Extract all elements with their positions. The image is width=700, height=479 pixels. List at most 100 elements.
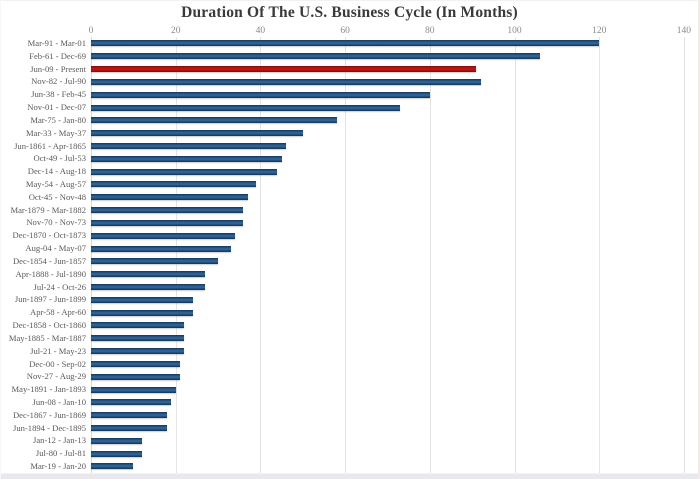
bar <box>91 142 286 149</box>
bar-row: Jan-12 - Jan-13 <box>1 434 698 447</box>
bar <box>91 207 244 214</box>
bar <box>91 104 401 111</box>
bar-row: Apr-1888 - Jul-1890 <box>1 268 698 281</box>
bar <box>91 168 278 175</box>
x-axis-tick-label: 80 <box>425 26 435 36</box>
bar <box>91 425 168 431</box>
bar-row: Dec-1870 - Oct-1873 <box>1 229 698 242</box>
x-axis-tick-label: 100 <box>507 26 522 36</box>
category-label: Dec-00 - Sep-02 <box>29 358 86 369</box>
gridline <box>345 37 347 473</box>
gridline <box>175 37 177 473</box>
bar-row: Dec-1867 - Jun-1869 <box>1 409 698 422</box>
category-label: Jan-12 - Jan-13 <box>33 435 86 446</box>
bar-row: Jul-24 - Oct-26 <box>1 281 698 294</box>
category-label: Jun-1897 - Jun-1899 <box>14 294 86 305</box>
bar-row: Nov-27 - Aug-29 <box>1 370 698 383</box>
bar <box>91 296 193 303</box>
x-axis-tick-label: 140 <box>676 26 692 36</box>
bar-row: Jun-08 - Jan-10 <box>1 396 698 409</box>
bar-row: Jun-38 - Feb-45 <box>1 88 698 101</box>
bar <box>91 309 193 316</box>
bar <box>91 117 337 124</box>
bar-row: Jun-1861 - Apr-1865 <box>1 140 698 153</box>
x-axis-tick-label: 0 <box>88 26 94 36</box>
bar <box>91 412 168 419</box>
category-label: May-1885 - Mar-1887 <box>8 332 86 343</box>
gridline <box>260 37 262 473</box>
bar <box>91 335 185 342</box>
bar-row: Oct-49 - Jul-53 <box>1 152 698 165</box>
category-label: Apr-58 - Apr-60 <box>30 307 86 318</box>
category-label: Aug-04 - May-07 <box>25 243 86 254</box>
bar <box>91 53 540 60</box>
bar-row: May-54 - Aug-57 <box>1 178 698 191</box>
bar <box>91 450 142 457</box>
bar-row: Dec-00 - Sep-02 <box>1 358 698 371</box>
category-label: Mar-19 - Jan-20 <box>30 461 86 472</box>
bar <box>91 245 231 252</box>
bar <box>91 194 248 201</box>
gridline <box>429 37 431 473</box>
bar-row: Apr-58 - Apr-60 <box>1 306 698 319</box>
category-label: Jun-38 - Feb-45 <box>31 89 86 100</box>
category-label: Oct-49 - Jul-53 <box>33 153 86 164</box>
category-label: Dec-1858 - Oct-1860 <box>12 320 86 331</box>
bar <box>91 91 430 98</box>
bar-row: Mar-19 - Jan-20 <box>1 460 698 473</box>
bar-row: Jun-09 - Present <box>1 63 698 76</box>
category-label: May-1891 - Jan-1893 <box>11 384 86 395</box>
category-label: Nov-01 - Dec-07 <box>27 102 86 113</box>
category-label: Mar-91 - Mar-01 <box>27 38 86 48</box>
category-label: Dec-14 - Aug-18 <box>27 166 86 177</box>
category-label: Dec-1854 - Jun-1857 <box>12 255 86 266</box>
bar <box>91 155 282 162</box>
category-label: Jun-09 - Present <box>30 63 86 74</box>
gridline <box>91 37 92 473</box>
bar-row: Jul-80 - Jul-81 <box>1 447 698 460</box>
bar-row: Feb-61 - Dec-69 <box>1 50 698 63</box>
bar <box>91 348 185 355</box>
category-label: Jul-80 - Jul-81 <box>35 448 86 459</box>
category-label: Mar-33 - May-37 <box>26 127 86 138</box>
category-label: Jul-24 - Oct-26 <box>33 281 86 292</box>
category-label: Dec-1867 - Jun-1869 <box>12 409 86 420</box>
x-axis-tick-label: 20 <box>170 26 181 36</box>
category-label: Apr-1888 - Jul-1890 <box>15 268 86 279</box>
bar-row: Dec-1854 - Jun-1857 <box>1 255 698 268</box>
category-label: Feb-61 - Dec-69 <box>29 50 86 61</box>
category-label: Mar-1879 - Mar-1882 <box>10 204 86 215</box>
bar <box>91 232 235 239</box>
category-label: Oct-45 - Nov-48 <box>28 191 86 202</box>
x-axis-tick-label: 60 <box>340 26 350 36</box>
bar-row: Dec-14 - Aug-18 <box>1 165 698 178</box>
bar <box>91 360 180 367</box>
bar-row: Dec-1858 - Oct-1860 <box>1 319 698 332</box>
bar <box>91 283 206 290</box>
bar <box>91 219 244 226</box>
bar-row: Aug-04 - May-07 <box>1 242 698 255</box>
category-label: Nov-27 - Aug-29 <box>26 371 86 382</box>
bar <box>91 258 219 265</box>
bar <box>91 40 600 47</box>
bar-row: Jun-1897 - Jun-1899 <box>1 293 698 306</box>
bar-row: Jul-21 - May-23 <box>1 345 698 358</box>
bar-row: Oct-45 - Nov-48 <box>1 191 698 204</box>
gridline <box>599 37 601 473</box>
gridline <box>514 37 516 473</box>
category-label: Dec-1870 - Oct-1873 <box>12 230 86 241</box>
bar <box>91 130 303 137</box>
bar <box>91 463 134 470</box>
category-label: Mar-75 - Jan-80 <box>30 114 86 125</box>
bar-row: May-1885 - Mar-1887 <box>1 332 698 345</box>
bar-row: May-1891 - Jan-1893 <box>1 383 698 396</box>
category-label: Nov-82 - Jul-90 <box>31 76 86 87</box>
bar-row: Mar-91 - Mar-01 <box>1 37 698 50</box>
category-label: Jul-21 - May-23 <box>30 345 86 356</box>
bar-row: Nov-82 - Jul-90 <box>1 75 698 88</box>
bar-row: Nov-70 - Nov-73 <box>1 216 698 229</box>
bar-row: Mar-75 - Jan-80 <box>1 114 698 127</box>
bar <box>91 181 257 188</box>
